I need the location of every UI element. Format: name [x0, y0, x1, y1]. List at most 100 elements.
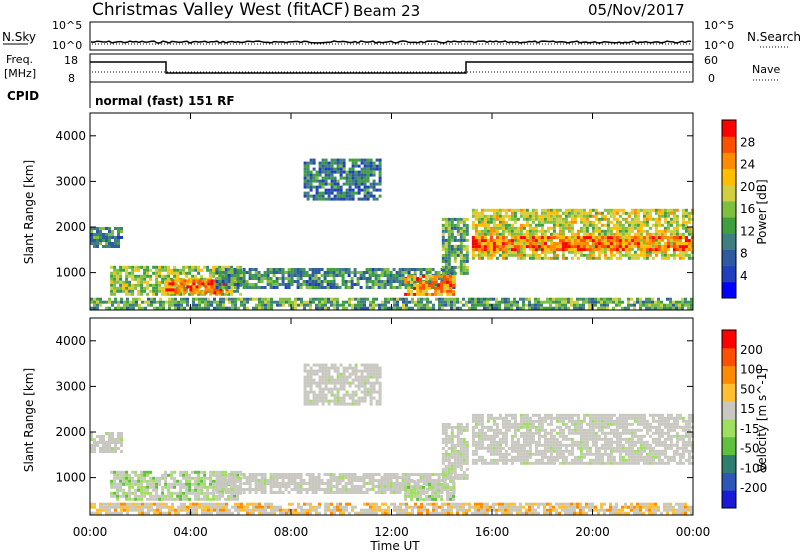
echo-cell [221, 482, 225, 485]
echo-cell [594, 256, 598, 260]
echo-cell [342, 375, 346, 379]
echo-cell [648, 297, 651, 301]
echo-cell [579, 226, 583, 230]
echo-cell [648, 208, 652, 212]
echo-cell [254, 479, 258, 482]
echo-cell [447, 422, 451, 426]
echo-cell [588, 208, 592, 212]
echo-cell [630, 241, 634, 245]
echo-cell [338, 286, 342, 289]
echo-cell [645, 208, 649, 212]
echo-cell [471, 300, 474, 304]
echo-cell [384, 297, 387, 301]
echo-cell [453, 425, 457, 429]
echo-cell [477, 419, 481, 423]
echo-cell [417, 297, 420, 301]
echo-cell [140, 265, 144, 269]
echo-cell [290, 268, 294, 271]
echo-cell [90, 236, 93, 239]
echo-cell [440, 491, 444, 494]
echo-cell [498, 223, 502, 227]
echo-cell [447, 461, 451, 465]
echo-cell [122, 268, 126, 272]
echo-cell [342, 402, 346, 406]
echo-cell [450, 443, 454, 447]
echo-cell [165, 279, 169, 283]
echo-cell [102, 444, 105, 447]
echo-cell [465, 259, 469, 263]
echo-cell [492, 211, 496, 215]
echo-cell [672, 248, 676, 252]
echo-cell [440, 286, 444, 290]
echo-cell [606, 229, 610, 233]
echo-cell [507, 239, 511, 243]
echo-cell [452, 292, 456, 296]
echo-cell [332, 280, 336, 283]
echo-cell [360, 197, 364, 201]
echo-cell [365, 488, 369, 491]
echo-cell [486, 443, 490, 447]
freq-tick-bottom: 8 [68, 72, 75, 85]
echo-cell [504, 431, 508, 435]
echo-cell [621, 217, 625, 221]
echo-cell [173, 470, 177, 474]
echo-cell [489, 239, 493, 243]
echo-cell [558, 241, 562, 245]
echo-cell [462, 437, 466, 441]
echo-cell [459, 440, 463, 444]
echo-cell [362, 491, 366, 494]
echo-cell [516, 253, 520, 257]
echo-cell [140, 485, 144, 489]
echo-cell [300, 303, 303, 307]
echo-cell [188, 488, 192, 492]
echo-cell [383, 280, 387, 283]
echo-cell [350, 277, 354, 280]
echo-cell [633, 211, 637, 215]
nsky-trace [90, 40, 692, 44]
echo-cell [447, 455, 451, 459]
echo-cell [296, 476, 300, 479]
echo-cell [398, 277, 402, 280]
echo-cell [690, 211, 694, 215]
echo-cell [582, 306, 585, 310]
echo-cell [477, 256, 481, 260]
echo-cell [588, 256, 592, 260]
echo-cell [372, 306, 375, 310]
echo-cell [654, 211, 658, 215]
echo-cell [312, 161, 316, 165]
echo-cell [356, 488, 360, 491]
echo-cell [122, 482, 126, 486]
echo-cell [168, 285, 172, 289]
echo-cell [191, 482, 195, 486]
echo-cell [207, 285, 211, 289]
echo-cell [579, 297, 582, 301]
echo-cell [263, 491, 267, 494]
echo-cell [474, 461, 478, 465]
echo-cell [651, 239, 655, 243]
echo-cell [422, 274, 426, 278]
echo-cell [333, 396, 337, 400]
echo-cell [428, 271, 432, 274]
echo-cell [246, 300, 249, 304]
echo-cell [447, 235, 451, 239]
echo-cell [341, 485, 345, 488]
echo-cell [407, 473, 411, 476]
echo-cell [270, 297, 273, 301]
echo-cell [413, 283, 417, 287]
echo-cell [215, 280, 219, 283]
echo-cell [441, 223, 445, 227]
echo-cell [336, 188, 340, 192]
echo-cell [311, 479, 315, 482]
echo-cell [480, 413, 484, 417]
echo-cell [243, 306, 246, 310]
echo-cell [191, 491, 195, 495]
echo-cell [296, 491, 300, 494]
echo-cell [360, 372, 364, 376]
echo-cell [143, 491, 147, 495]
echo-cell [387, 300, 390, 304]
echo-cell [690, 250, 694, 254]
echo-cell [113, 277, 117, 281]
echo-cell [419, 292, 423, 296]
echo-cell [105, 245, 108, 248]
echo-cell [540, 239, 544, 243]
